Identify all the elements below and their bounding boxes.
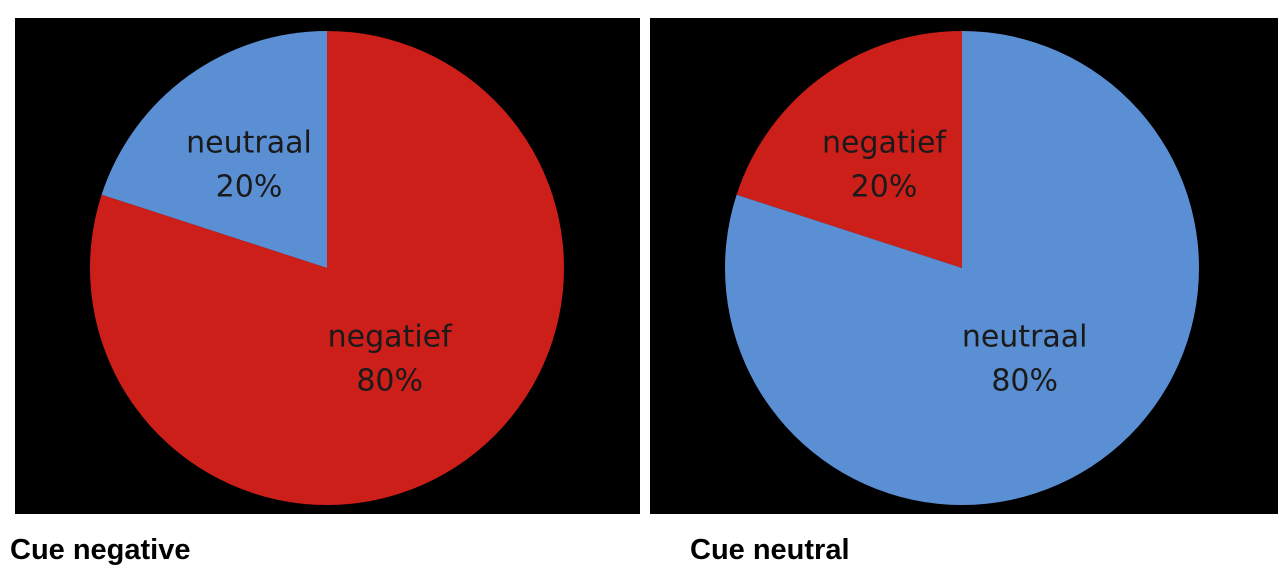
slice-percent-label-neutraal-cue-negative: 20% bbox=[216, 170, 283, 205]
slice-name-label-neutraal-cue-negative: neutraal bbox=[186, 126, 312, 161]
chart-caption-cue-neutral: Cue neutral bbox=[690, 534, 850, 566]
slice-name-label-neutraal-cue-neutral: neutraal bbox=[962, 319, 1088, 354]
pie-slice-neutraal-cue-neutral bbox=[725, 31, 1199, 506]
pie-chart-cue-neutral: negatief 20% neutraal 80% bbox=[650, 18, 1278, 514]
pie-chart-cue-negative: neutraal 20% negatief 80% bbox=[15, 18, 640, 514]
pie-chart-svg-cue-negative: neutraal 20% negatief 80% bbox=[90, 31, 565, 506]
slice-percent-label-negatief-cue-negative: 80% bbox=[356, 363, 423, 398]
slice-percent-label-negatief-cue-neutral: 20% bbox=[851, 170, 918, 205]
pie-slice-negatief-cue-neutral bbox=[736, 31, 962, 268]
pie-slice-negatief-cue-negative bbox=[90, 31, 565, 506]
pie-chart-svg-cue-neutral: negatief 20% neutraal 80% bbox=[725, 31, 1199, 506]
chart-caption-cue-negative: Cue negative bbox=[10, 534, 191, 566]
slice-name-label-negatief-cue-neutral: negatief bbox=[822, 126, 947, 161]
pie-slice-neutraal-cue-negative bbox=[101, 31, 327, 268]
slice-percent-label-neutraal-cue-neutral: 80% bbox=[991, 363, 1058, 398]
slice-name-label-negatief-cue-negative: negatief bbox=[328, 319, 453, 354]
